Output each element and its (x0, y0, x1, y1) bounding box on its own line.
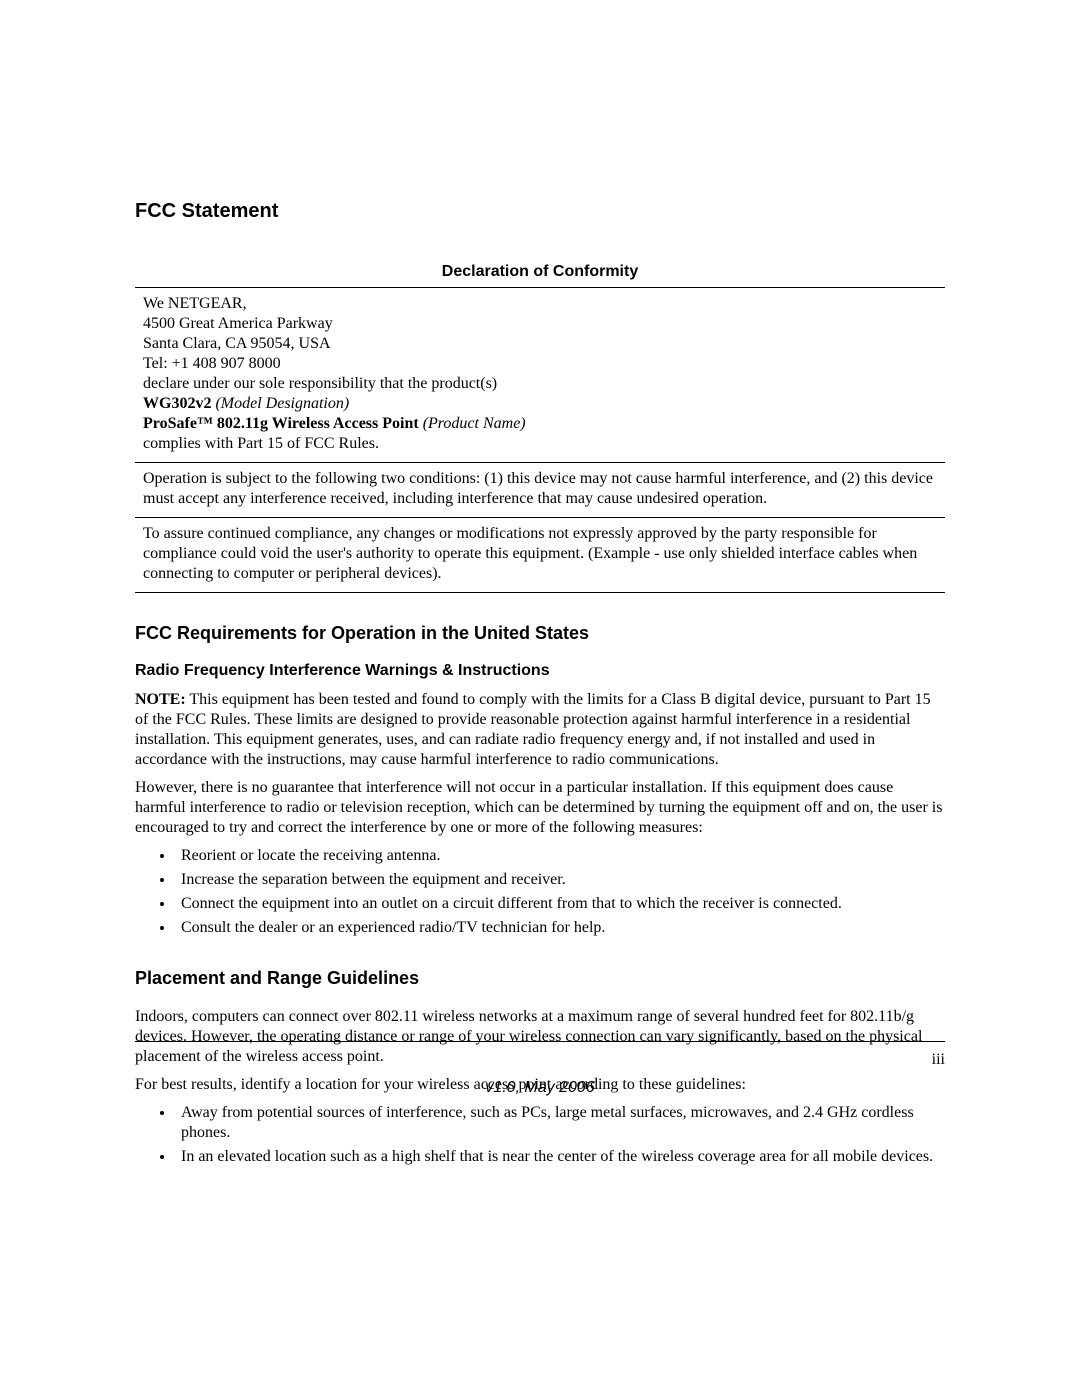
page-number: iii (932, 1051, 945, 1069)
decl-model-bold: WG302v2 (143, 395, 211, 412)
decl-address2: Santa Clara, CA 95054, USA (143, 334, 937, 354)
list-item: Connect the equipment into an outlet on … (175, 894, 945, 914)
conditions-box: Operation is subject to the following tw… (135, 463, 945, 518)
note-paragraph: NOTE: This equipment has been tested and… (135, 690, 945, 770)
declaration-box: We NETGEAR, 4500 Great America Parkway S… (135, 287, 945, 463)
decl-complies: complies with Part 15 of FCC Rules. (143, 434, 937, 454)
version-line: v1.0, May 2006 (0, 1079, 1080, 1097)
compliance-text: To assure continued compliance, any chan… (143, 524, 937, 584)
decl-model: WG302v2 (Model Designation) (143, 394, 937, 414)
however-paragraph: However, there is no guarantee that inte… (135, 778, 945, 838)
note-label: NOTE: (135, 691, 186, 708)
document-page: FCC Statement Declaration of Conformity … (0, 0, 1080, 1397)
note-body: This equipment has been tested and found… (135, 691, 931, 768)
decl-address1: 4500 Great America Parkway (143, 314, 937, 334)
fcc-req-heading: FCC Requirements for Operation in the Un… (135, 623, 945, 644)
decl-declare: declare under our sole responsibility th… (143, 374, 937, 394)
decl-model-ital: (Model Designation) (211, 395, 349, 412)
footer-rule (135, 1041, 945, 1042)
placement-p1: Indoors, computers can connect over 802.… (135, 1007, 945, 1067)
conditions-text: Operation is subject to the following tw… (143, 469, 937, 509)
list-item: Consult the dealer or an experienced rad… (175, 918, 945, 938)
placement-list: Away from potential sources of interfere… (135, 1103, 945, 1167)
declaration-heading: Declaration of Conformity (135, 263, 945, 281)
page-title: FCC Statement (135, 200, 945, 223)
list-item: In an elevated location such as a high s… (175, 1147, 945, 1167)
list-item: Reorient or locate the receiving antenna… (175, 846, 945, 866)
decl-product-bold: ProSafe™ 802.11g Wireless Access Point (143, 415, 419, 432)
placement-heading: Placement and Range Guidelines (135, 968, 945, 989)
list-item: Away from potential sources of interfere… (175, 1103, 945, 1143)
rf-heading: Radio Frequency Interference Warnings & … (135, 662, 945, 680)
decl-product-ital: (Product Name) (419, 415, 526, 432)
decl-company: We NETGEAR, (143, 294, 937, 314)
decl-product: ProSafe™ 802.11g Wireless Access Point (… (143, 414, 937, 434)
decl-tel: Tel: +1 408 907 8000 (143, 354, 937, 374)
measures-list: Reorient or locate the receiving antenna… (135, 846, 945, 938)
compliance-box: To assure continued compliance, any chan… (135, 518, 945, 593)
list-item: Increase the separation between the equi… (175, 870, 945, 890)
